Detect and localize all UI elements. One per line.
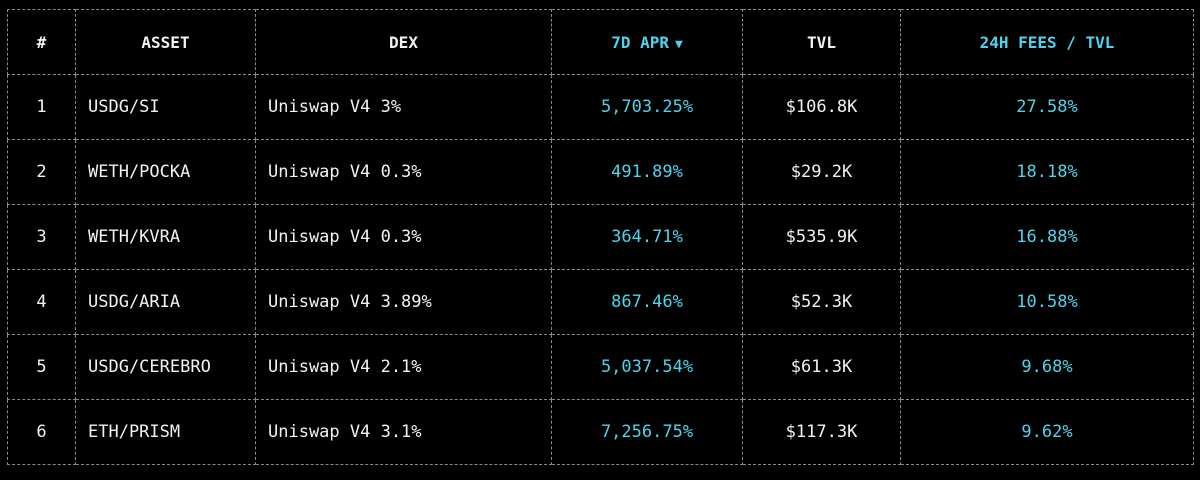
cell-apr: 5,703.25% <box>551 74 743 140</box>
table-row[interactable]: 1 USDG/SI Uniswap V4 3% 5,703.25% $106.8… <box>7 74 1194 140</box>
cell-rank: 5 <box>7 334 76 400</box>
cell-rank: 4 <box>7 269 76 335</box>
cell-dex: Uniswap V4 2.1% <box>255 334 552 400</box>
cell-apr: 491.89% <box>551 139 743 205</box>
cell-dex: Uniswap V4 3.89% <box>255 269 552 335</box>
table-row[interactable]: 4 USDG/ARIA Uniswap V4 3.89% 867.46% $52… <box>7 269 1194 335</box>
table-row[interactable]: 2 WETH/POCKA Uniswap V4 0.3% 491.89% $29… <box>7 139 1194 205</box>
cell-tvl: $52.3K <box>742 269 901 335</box>
column-header-apr[interactable]: 7D APR ▼ <box>551 9 743 75</box>
sort-descending-icon: ▼ <box>674 36 683 52</box>
cell-dex: Uniswap V4 0.3% <box>255 204 552 270</box>
column-header-dex[interactable]: DEX <box>255 9 552 75</box>
cell-dex: Uniswap V4 3% <box>255 74 552 140</box>
column-header-asset[interactable]: ASSET <box>75 9 256 75</box>
cell-asset: USDG/SI <box>75 74 256 140</box>
cell-fees: 18.18% <box>900 139 1194 205</box>
cell-tvl: $106.8K <box>742 74 901 140</box>
cell-apr: 7,256.75% <box>551 399 743 465</box>
cell-tvl: $535.9K <box>742 204 901 270</box>
cell-fees: 27.58% <box>900 74 1194 140</box>
pools-table: # ASSET DEX 7D APR ▼ TVL 24H FEES / TVL 1… <box>7 9 1194 465</box>
cell-asset: USDG/ARIA <box>75 269 256 335</box>
column-header-fees[interactable]: 24H FEES / TVL <box>900 9 1194 75</box>
table-row[interactable]: 5 USDG/CEREBRO Uniswap V4 2.1% 5,037.54%… <box>7 334 1194 400</box>
cell-rank: 6 <box>7 399 76 465</box>
cell-apr: 364.71% <box>551 204 743 270</box>
table-header-row: # ASSET DEX 7D APR ▼ TVL 24H FEES / TVL <box>7 9 1194 75</box>
cell-asset: WETH/POCKA <box>75 139 256 205</box>
pools-table-container: # ASSET DEX 7D APR ▼ TVL 24H FEES / TVL 1… <box>7 9 1194 465</box>
column-header-apr-label: 7D APR <box>611 32 669 52</box>
cell-apr: 5,037.54% <box>551 334 743 400</box>
cell-rank: 2 <box>7 139 76 205</box>
column-header-tvl[interactable]: TVL <box>742 9 901 75</box>
table-row[interactable]: 3 WETH/KVRA Uniswap V4 0.3% 364.71% $535… <box>7 204 1194 270</box>
table-row[interactable]: 6 ETH/PRISM Uniswap V4 3.1% 7,256.75% $1… <box>7 399 1194 465</box>
cell-rank: 3 <box>7 204 76 270</box>
cell-dex: Uniswap V4 0.3% <box>255 139 552 205</box>
column-header-rank[interactable]: # <box>7 9 76 75</box>
cell-fees: 10.58% <box>900 269 1194 335</box>
cell-tvl: $29.2K <box>742 139 901 205</box>
cell-asset: ETH/PRISM <box>75 399 256 465</box>
cell-fees: 9.62% <box>900 399 1194 465</box>
cell-asset: USDG/CEREBRO <box>75 334 256 400</box>
cell-fees: 16.88% <box>900 204 1194 270</box>
cell-fees: 9.68% <box>900 334 1194 400</box>
cell-apr: 867.46% <box>551 269 743 335</box>
cell-tvl: $117.3K <box>742 399 901 465</box>
cell-dex: Uniswap V4 3.1% <box>255 399 552 465</box>
cell-rank: 1 <box>7 74 76 140</box>
cell-tvl: $61.3K <box>742 334 901 400</box>
cell-asset: WETH/KVRA <box>75 204 256 270</box>
